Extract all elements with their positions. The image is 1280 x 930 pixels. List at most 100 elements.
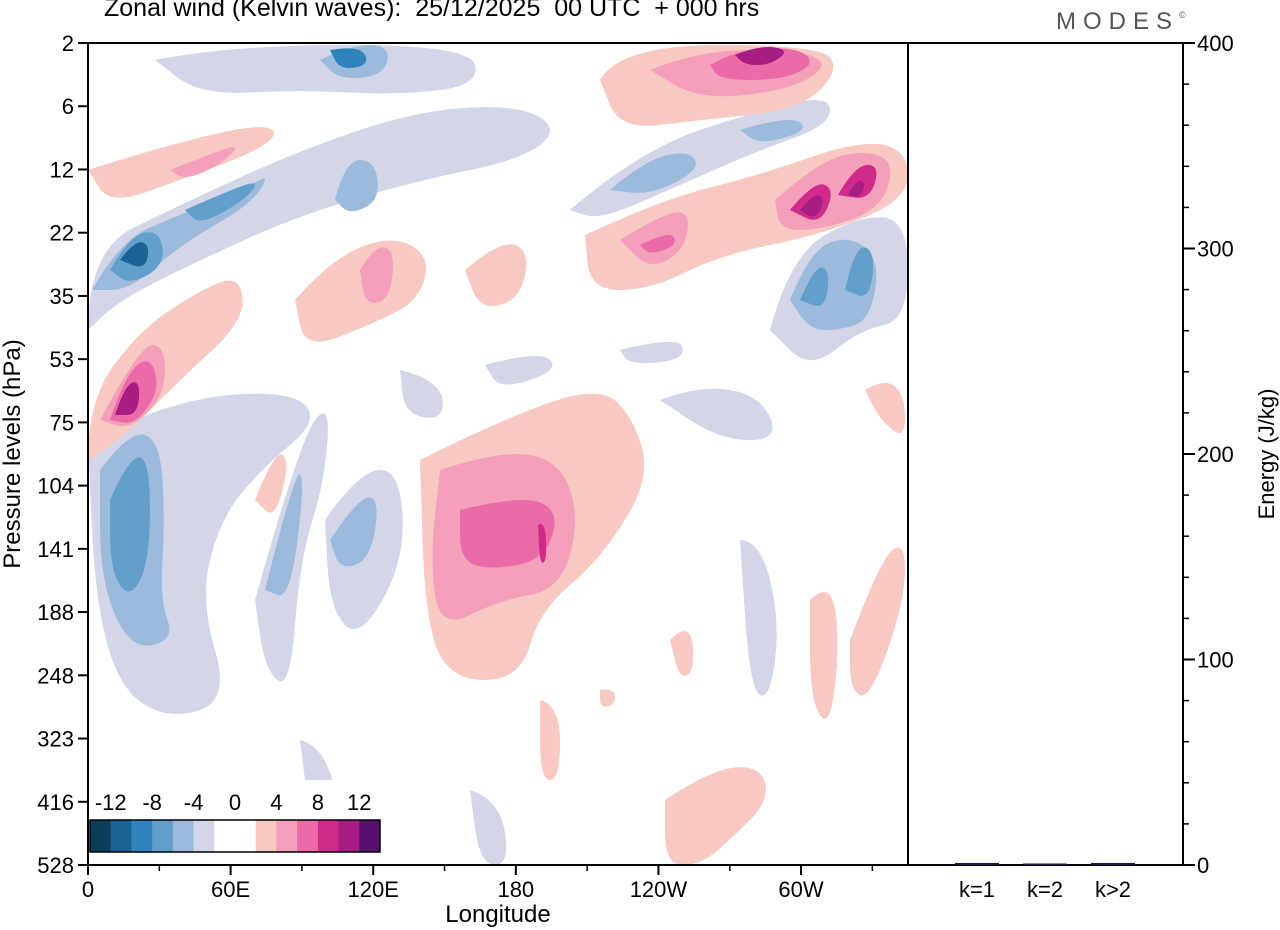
heat-region [88,107,550,330]
heat-region [620,341,683,364]
heat-region [470,790,507,865]
heat-region [170,147,235,177]
heat-region [115,382,140,415]
heat-region [335,160,378,212]
heat-region [360,247,393,303]
heat-region [88,127,274,198]
y-tick-label: 416 [37,790,74,815]
energy-tick-label: 300 [1197,237,1234,262]
energy-bar [955,862,999,865]
heat-region [640,235,675,253]
heat-region [848,180,865,197]
colorbar-label: -8 [142,790,162,815]
brand-logo: MODES© [1056,8,1186,36]
colorbar-label: -4 [184,790,204,815]
energy-tick-label: 400 [1197,31,1234,56]
y-tick-label: 528 [37,853,74,878]
heat-region [838,165,877,198]
brand-mark: © [1179,10,1186,20]
x-tick-label: 0 [82,877,94,902]
energy-bar [1091,862,1135,865]
heat-region [735,47,784,65]
heat-region [460,500,555,568]
colorbar-label: 8 [312,790,324,815]
heat-region [665,767,766,865]
heat-region [540,700,560,780]
colorbar-swatch [193,820,215,852]
y-tick-label: 248 [37,663,74,688]
energy-axis-label: Energy (J/kg) [1254,389,1279,520]
heat-region [800,267,829,306]
heat-region [660,388,773,440]
heat-region [110,457,150,592]
y-tick-label: 35 [50,284,74,309]
heat-region [485,356,553,385]
y-tick-label: 104 [37,474,74,499]
y-tick-label: 75 [50,410,74,435]
energy-tick-label: 0 [1197,853,1209,878]
colorbar-swatch [359,820,381,852]
heat-region [155,45,476,94]
y-tick-label: 12 [50,157,74,182]
energy-category-label: k=2 [1027,877,1063,902]
colorbar-swatch [90,820,112,852]
heat-region [465,244,527,306]
heat-region [330,497,377,567]
y-tick-label: 323 [37,727,74,752]
energy-axes: 0 100 200 300 400 [907,31,1234,878]
heat-region [845,247,873,296]
y-tick-label: 188 [37,600,74,625]
colorbar-swatch [131,820,153,852]
heat-region [850,547,905,696]
heat-region [865,382,905,434]
colorbar-swatch [317,820,340,852]
x-tick-label: 120W [630,877,688,902]
colorbar: -12 -8 -4 0 4 8 12 [88,780,382,854]
y-tick-label: 53 [50,347,74,372]
heatmap [88,45,908,865]
colorbar-label: 0 [229,790,241,815]
x-tick-label: 60W [778,877,823,902]
x-tick-label: 120E [348,877,399,902]
heat-region [620,212,688,264]
heat-region [255,454,287,513]
heat-region [538,524,547,563]
heat-region [610,153,696,193]
colorbar-swatch [338,820,360,852]
colorbar-label: -12 [95,790,127,815]
energy-bar [1023,863,1067,865]
x-tick-label: 180 [497,877,534,902]
heat-region [185,183,255,221]
energy-tick-label: 100 [1197,648,1234,673]
colorbar-label: 12 [347,790,371,815]
heat-region [400,370,443,418]
y-tick-label: 141 [37,537,74,562]
colorbar-swatch [255,820,277,852]
colorbar-swatch [152,820,174,852]
heat-region [265,474,302,596]
energy-category-label: k=1 [959,877,995,902]
heat-region [740,120,803,142]
y-axis-label: Pressure levels (hPa) [0,339,26,568]
colorbar-swatch [276,820,298,852]
heat-region [600,689,615,707]
colorbar-swatch [110,820,132,852]
heat-region [120,242,149,267]
colorbar-swatch [297,820,319,852]
colorbar-frame [89,819,381,853]
energy-tick-label: 200 [1197,442,1234,467]
y-tick-label: 6 [62,94,74,119]
y-tick-label: 22 [50,221,74,246]
x-tick-label: 60E [211,877,250,902]
chart-title: Zonal wind (Kelvin waves): 25/12/2025 00… [104,0,760,22]
heat-region [800,195,823,217]
heat-region [670,631,694,676]
heat-region [330,48,367,68]
colorbar-swatch [235,820,257,852]
heat-region [295,240,426,342]
brand-name: MODES [1056,8,1180,35]
x-axis-label: Longitude [445,901,550,928]
heat-region [740,540,777,696]
